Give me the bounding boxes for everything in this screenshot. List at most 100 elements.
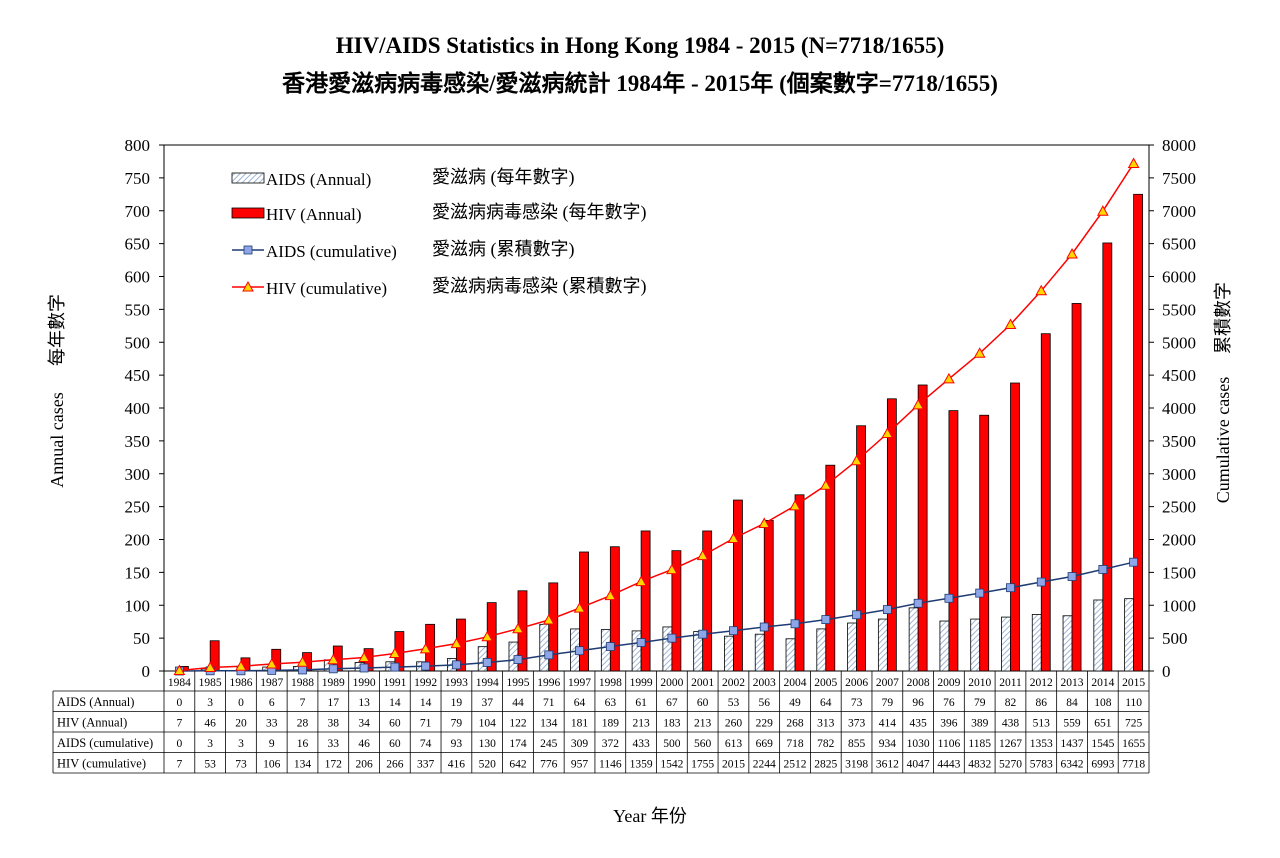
table-cell: 416 <box>448 759 466 771</box>
table-cell: 2512 <box>784 759 807 771</box>
table-cell: 266 <box>386 759 404 771</box>
y-axis-label-right-cn: 累積數字 <box>1213 282 1233 354</box>
table-cell: 14 <box>389 697 401 709</box>
y-tick-label-left: 650 <box>125 235 151 254</box>
x-tick-label: 1998 <box>599 677 622 689</box>
table-cell: 2825 <box>814 759 837 771</box>
table-cell: 106 <box>263 759 281 771</box>
table-cell: 718 <box>786 738 804 750</box>
bar-hiv-annual <box>1102 242 1113 672</box>
y-tick-label-left: 0 <box>142 662 151 681</box>
legend-label: AIDS (cumulative) <box>266 242 397 261</box>
table-cell: 174 <box>509 738 527 750</box>
table-cell: 74 <box>420 738 432 750</box>
point-hiv-cumulative <box>758 517 771 528</box>
y-tick-label-right: 6500 <box>1162 235 1196 254</box>
point-hiv-cumulative <box>573 602 586 613</box>
y-tick-label-right: 3500 <box>1162 432 1196 451</box>
table-cell: 183 <box>663 718 681 730</box>
x-tick-label: 2011 <box>999 677 1022 689</box>
bar-aids-annual <box>816 628 827 672</box>
legend-marker-aids-cumulative <box>243 245 253 255</box>
bar-aids-annual <box>754 633 765 672</box>
point-aids-cumulative <box>944 593 954 603</box>
y-tick-label-left: 500 <box>125 333 151 352</box>
table-cell: 130 <box>479 738 497 750</box>
table-cell: 110 <box>1125 697 1142 709</box>
bar-hiv-annual <box>917 384 928 672</box>
x-tick-label: 2006 <box>845 677 868 689</box>
bar-hiv-annual <box>794 494 805 672</box>
table-cell: 1655 <box>1122 738 1145 750</box>
point-aids-cumulative <box>421 661 431 671</box>
bar-aids-annual <box>1031 614 1042 672</box>
x-tick-label: 1995 <box>506 677 529 689</box>
table-cell: 669 <box>756 738 774 750</box>
bar-aids-annual <box>539 623 550 672</box>
bar-hiv-annual <box>640 530 651 672</box>
table-cell: 776 <box>540 759 558 771</box>
table-cell: 33 <box>266 718 278 730</box>
point-aids-cumulative <box>1036 577 1046 587</box>
table-row-label: HIV (cumulative) <box>57 757 146 771</box>
table-cell: 79 <box>974 697 986 709</box>
y-tick-label-left: 300 <box>125 465 151 484</box>
bar-hiv-annual <box>948 410 959 672</box>
table-cell: 782 <box>817 738 835 750</box>
bar-aids-annual <box>939 620 950 672</box>
table-cell: 82 <box>1005 697 1017 709</box>
y-axis-label-left-cn: 每年數字 <box>47 294 67 366</box>
point-aids-cumulative <box>359 663 369 673</box>
table-cell: 560 <box>694 738 712 750</box>
table-cell: 6993 <box>1091 759 1114 771</box>
x-tick-label: 1988 <box>291 677 314 689</box>
table-cell: 500 <box>663 738 681 750</box>
point-hiv-cumulative <box>296 656 309 667</box>
bar-aids-annual <box>631 630 642 672</box>
x-axis-label: Year 年份 <box>613 806 687 826</box>
y-tick-label-left: 350 <box>125 432 151 451</box>
point-aids-cumulative <box>882 605 892 614</box>
y-tick-label-left: 200 <box>125 531 151 550</box>
table-cell: 14 <box>420 697 432 709</box>
table-cell: 2244 <box>753 759 776 771</box>
point-hiv-cumulative <box>419 642 432 654</box>
bar-hiv-annual <box>763 520 774 672</box>
table-cell: 1353 <box>1030 738 1053 750</box>
point-hiv-cumulative <box>727 532 740 544</box>
point-hiv-cumulative <box>542 613 555 625</box>
table-cell: 134 <box>540 718 558 730</box>
table-cell: 934 <box>879 738 897 750</box>
table-cell: 108 <box>1094 697 1112 709</box>
x-tick-label: 2001 <box>691 677 714 689</box>
point-aids-cumulative <box>328 664 338 674</box>
y-tick-label-right: 3000 <box>1162 465 1196 484</box>
point-aids-cumulative <box>667 633 677 643</box>
table-cell: 229 <box>756 718 774 730</box>
point-hiv-cumulative <box>943 372 955 384</box>
point-hiv-cumulative <box>389 647 401 659</box>
table-cell: 61 <box>635 697 647 709</box>
legend-swatch-aids-annual <box>231 172 265 184</box>
table-cell: 3612 <box>876 759 899 771</box>
y-tick-label-right: 7500 <box>1162 169 1196 188</box>
table-cell: 34 <box>358 718 370 730</box>
point-hiv-cumulative <box>204 661 217 673</box>
table-cell: 60 <box>697 697 709 709</box>
table-cell: 46 <box>204 718 216 730</box>
x-tick-label: 1992 <box>414 677 437 689</box>
table-cell: 53 <box>728 697 740 709</box>
point-hiv-cumulative <box>1096 205 1109 216</box>
bar-aids-annual <box>724 635 734 672</box>
x-tick-label: 1989 <box>322 677 345 689</box>
table-cell: 33 <box>328 738 340 750</box>
table-cell: 3 <box>207 738 213 750</box>
y-tick-label-left: 800 <box>125 136 151 155</box>
chart-title: HIV/AIDS Statistics in Hong Kong 1984 - … <box>335 33 945 58</box>
table-cell: 104 <box>479 718 497 730</box>
bar-hiv-annual <box>733 499 743 672</box>
bar-hiv-annual <box>609 546 620 672</box>
y-tick-label-left: 700 <box>125 202 151 221</box>
table-cell: 433 <box>632 738 650 750</box>
table-cell: 1755 <box>691 759 714 771</box>
